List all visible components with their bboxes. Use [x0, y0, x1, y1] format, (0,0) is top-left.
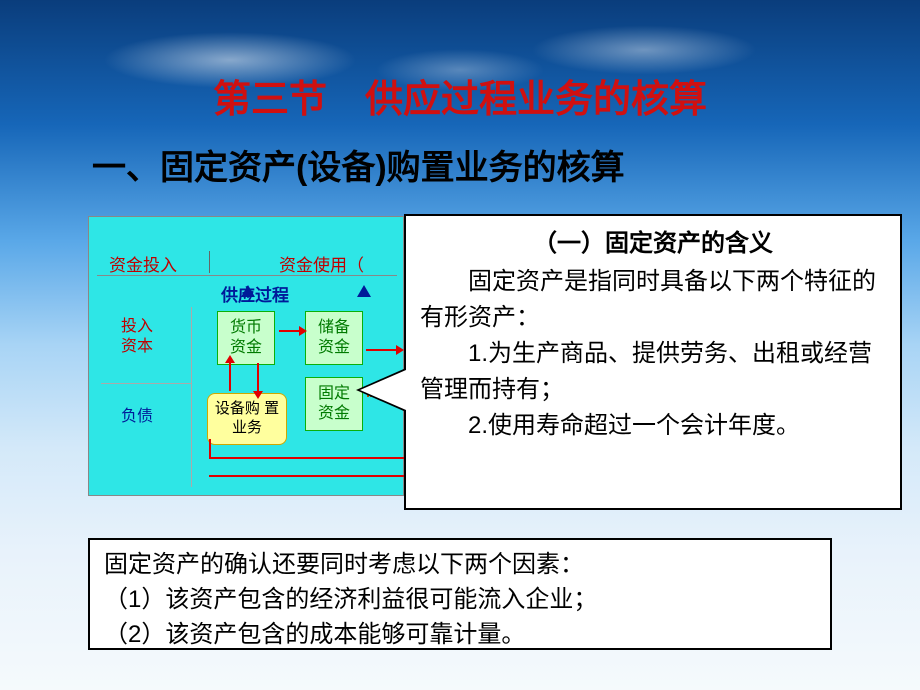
slide-title-main: 第三节 供应过程业务的核算 [0, 68, 920, 123]
callout-title: （一）固定资产的含义 [420, 226, 886, 262]
recognition-note-box: 固定资产的确认还要同时考虑以下两个因素： （1）该资产包含的经济利益很可能流入企… [88, 538, 832, 650]
note-line-2: （1）该资产包含的经济利益很可能流入企业； [104, 583, 816, 618]
bottom-red-line-2 [209, 475, 404, 477]
slide-title-sub: 一、固定资产(设备)购置业务的核算 [92, 140, 625, 189]
diagram-header-use: 资金使用（ [279, 251, 364, 276]
callout-line-2: 1.为生产商品、提供劳务、出租或经营管理而持有； [420, 336, 886, 408]
callout-pointer [360, 370, 406, 410]
box-fixed-fund: 固定 资金 [305, 377, 363, 431]
diagram-subheader: 供应过程 [221, 281, 289, 306]
box-reserve-fund: 储备 资金 [305, 311, 363, 365]
callout-line-3: 2.使用寿命超过一个会计年度。 [420, 408, 886, 444]
callout-line-1: 固定资产是指同时具备以下两个特征的有形资产： [420, 264, 886, 336]
bottom-red-line-1 [209, 457, 404, 459]
left-vertical-divider [191, 307, 192, 487]
note-line-3: （2）该资产包含的成本能够可靠计量。 [104, 618, 816, 653]
box-invest-capital: 投入 资本 [105, 311, 169, 363]
diagram-header-invest: 资金投入 [109, 251, 177, 276]
arrow-up-left [229, 363, 231, 391]
arrow-currency-to-reserve [279, 330, 299, 332]
definition-callout: （一）固定资产的含义 固定资产是指同时具备以下两个特征的有形资产： 1.为生产商… [404, 214, 902, 510]
diagram-header-separator [209, 251, 210, 273]
supply-process-diagram: 资金投入 资金使用（ 供应过程 投入 资本 负债 货币 资金 储备 资金 固定 … [88, 216, 404, 496]
triangle-marker-right [357, 285, 371, 297]
arrow-reserve-out [366, 349, 396, 351]
diagram-top-divider [97, 275, 397, 276]
left-mid-divider [101, 383, 191, 384]
box-debt: 负债 [109, 401, 165, 433]
box-equipment-purchase: 设备购 置业务 [207, 393, 287, 445]
note-line-1: 固定资产的确认还要同时考虑以下两个因素： [104, 548, 816, 583]
arrow-down-right [257, 363, 259, 391]
